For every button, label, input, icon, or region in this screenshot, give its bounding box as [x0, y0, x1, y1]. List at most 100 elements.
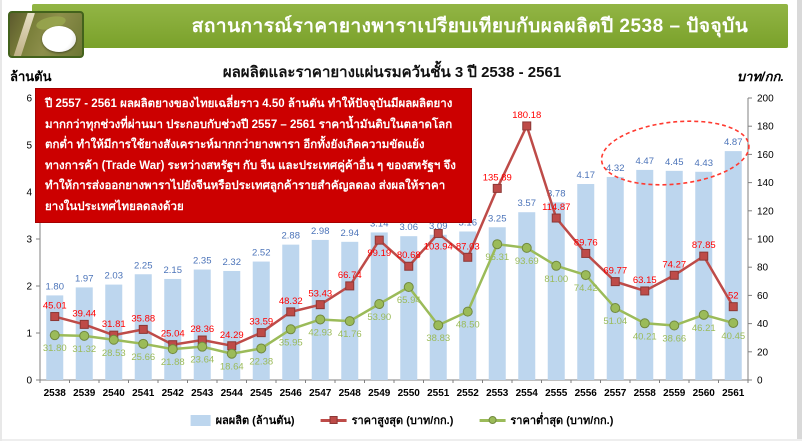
bar-2543 [193, 269, 211, 380]
svg-text:2550: 2550 [398, 388, 421, 399]
svg-text:2538: 2538 [44, 388, 67, 399]
svg-text:53.90: 53.90 [367, 312, 391, 323]
svg-text:1.80: 1.80 [46, 281, 65, 292]
min-price-point-2548 [344, 316, 355, 327]
chart-legend: ผลผลิต (ล้านตัน) ราคาสูงสุด (บาท/กก.) รา… [190, 411, 614, 429]
svg-text:48.32: 48.32 [279, 296, 303, 307]
max-price-point-2548 [345, 281, 355, 291]
min-price-point-2554 [521, 242, 532, 253]
svg-text:2541: 2541 [132, 388, 155, 399]
max-price-point-2556 [581, 248, 591, 258]
svg-text:2561: 2561 [722, 388, 745, 399]
bar-2550 [400, 236, 418, 380]
svg-text:74.42: 74.42 [574, 283, 598, 294]
svg-text:103.94: 103.94 [424, 241, 453, 252]
svg-text:5: 5 [26, 141, 32, 152]
svg-text:38.66: 38.66 [662, 333, 686, 344]
svg-text:114.87: 114.87 [542, 202, 570, 213]
min-price-point-2558 [639, 318, 650, 329]
svg-text:46.21: 46.21 [692, 323, 716, 334]
min-price-point-2549 [374, 299, 385, 310]
svg-text:2544: 2544 [221, 388, 244, 399]
svg-text:41.76: 41.76 [338, 329, 362, 340]
svg-text:3.09: 3.09 [429, 221, 448, 232]
svg-text:2555: 2555 [545, 388, 568, 399]
svg-text:87.03: 87.03 [456, 241, 480, 252]
min-price-point-2547 [315, 314, 326, 325]
svg-text:81.00: 81.00 [544, 274, 568, 285]
svg-text:4.43: 4.43 [695, 158, 714, 169]
svg-text:39.44: 39.44 [72, 308, 96, 319]
svg-text:40.21: 40.21 [633, 331, 657, 342]
svg-text:2.15: 2.15 [164, 265, 183, 276]
svg-text:3.14: 3.14 [370, 218, 389, 229]
svg-text:87.85: 87.85 [692, 240, 716, 251]
svg-text:200: 200 [757, 94, 774, 105]
svg-text:4.32: 4.32 [606, 163, 625, 174]
svg-text:21.88: 21.88 [161, 357, 185, 368]
green-line-marker-icon [479, 415, 506, 426]
svg-text:40.45: 40.45 [721, 331, 745, 342]
svg-text:63.15: 63.15 [633, 275, 657, 286]
min-price-point-2553 [492, 239, 503, 250]
svg-text:140: 140 [757, 178, 774, 189]
max-price-point-2551 [433, 228, 443, 238]
svg-text:2551: 2551 [427, 388, 450, 399]
svg-text:4.47: 4.47 [636, 156, 655, 167]
bar-2542 [164, 278, 182, 380]
min-price-point-2539 [79, 330, 90, 341]
max-price-point-2549 [374, 235, 384, 245]
svg-text:2558: 2558 [634, 388, 657, 399]
svg-text:25.66: 25.66 [131, 352, 155, 363]
min-price-point-2557 [610, 303, 621, 314]
min-price-point-2540 [108, 334, 119, 345]
svg-text:69.77: 69.77 [603, 266, 627, 277]
svg-text:60: 60 [757, 291, 769, 302]
tree-trunk-icon [11, 13, 36, 56]
min-price-point-2555 [551, 260, 562, 271]
max-price-point-2547 [315, 300, 325, 310]
legend-label: ราคาต่ำสุด (บาท/กก.) [510, 415, 614, 427]
svg-text:2.25: 2.25 [134, 260, 153, 271]
max-price-point-2552 [463, 252, 473, 262]
red-line-marker-icon [320, 415, 347, 426]
svg-text:4.45: 4.45 [665, 157, 684, 168]
bar-2556 [577, 184, 595, 380]
svg-text:100: 100 [757, 235, 774, 246]
max-price-point-2545 [256, 328, 266, 338]
svg-text:4.17: 4.17 [577, 170, 596, 181]
svg-text:2560: 2560 [693, 388, 716, 399]
svg-text:99.19: 99.19 [367, 248, 391, 259]
max-price-point-2559 [669, 270, 679, 280]
min-price-point-2552 [462, 306, 473, 317]
svg-text:3: 3 [26, 235, 32, 246]
svg-text:2.52: 2.52 [252, 248, 271, 259]
svg-text:80.68: 80.68 [397, 250, 421, 261]
max-price-point-2553 [492, 183, 502, 193]
svg-text:2542: 2542 [162, 388, 185, 399]
min-price-point-2541 [138, 338, 149, 349]
legend-item-production: ผลผลิต (ล้านตัน) [190, 411, 295, 429]
svg-text:2548: 2548 [339, 388, 362, 399]
legend-label: ผลผลิต (ล้านตัน) [215, 415, 295, 427]
max-price-point-2546 [286, 307, 296, 317]
bar-2558 [636, 169, 654, 380]
max-price-point-2558 [640, 286, 650, 296]
min-price-point-2550 [403, 282, 414, 293]
svg-text:2543: 2543 [191, 388, 214, 399]
page-edge [2, 439, 802, 441]
svg-text:31.32: 31.32 [72, 344, 96, 355]
min-price-point-2538 [49, 330, 60, 341]
legend-label: ราคาสูงสุด (บาท/กก.) [351, 415, 454, 427]
svg-text:3.57: 3.57 [518, 198, 537, 209]
max-price-point-2539 [79, 319, 89, 329]
svg-text:3.25: 3.25 [488, 213, 507, 224]
svg-text:4.87: 4.87 [724, 137, 743, 148]
min-price-point-2561 [728, 317, 739, 328]
svg-text:180.18: 180.18 [512, 110, 541, 121]
svg-text:65.94: 65.94 [397, 295, 421, 306]
bar-2548 [341, 241, 359, 380]
svg-text:2.94: 2.94 [341, 228, 360, 239]
